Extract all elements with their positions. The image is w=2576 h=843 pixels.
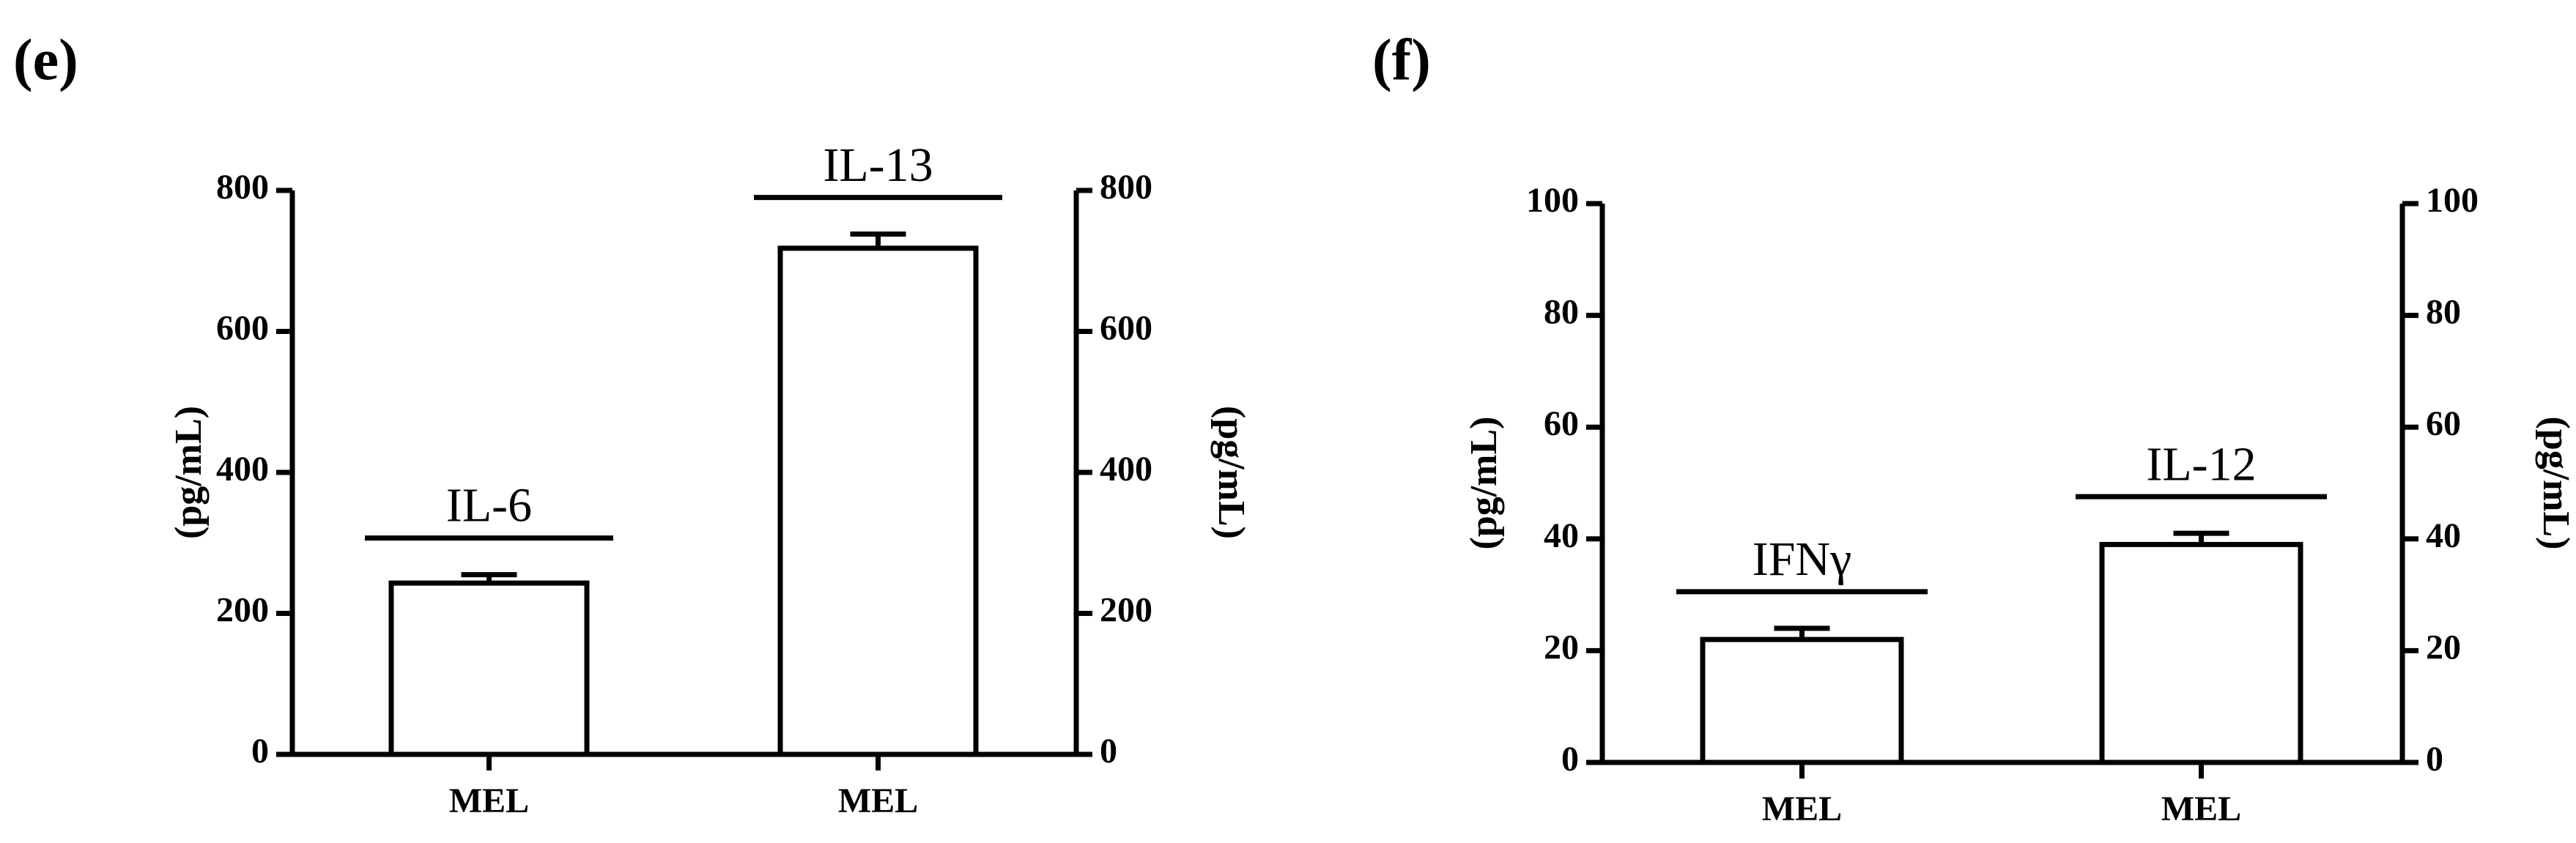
bar xyxy=(2099,541,2303,765)
y2-tick-label: 40 xyxy=(2426,516,2461,555)
y-tick-label: 40 xyxy=(1544,516,1579,555)
y-tick-label: 100 xyxy=(1526,181,1579,220)
y2-tick-label: 80 xyxy=(2426,293,2461,332)
y2-axis-label: (pg/mL) xyxy=(1210,406,1252,539)
bar xyxy=(388,580,590,757)
y2-tick-label: 100 xyxy=(2426,181,2479,220)
bar-label: IL-6 xyxy=(446,479,532,532)
y2-tick-label: 400 xyxy=(1100,450,1152,489)
y-axis-label: (pg/mL) xyxy=(168,406,210,539)
x-tick-label: MEL xyxy=(449,781,529,820)
y2-axis-label: (pg/mL) xyxy=(2535,417,2576,550)
panel-label: (f) xyxy=(1372,28,1431,92)
y-tick-label: 0 xyxy=(1561,740,1579,779)
y2-tick-label: 60 xyxy=(2426,404,2461,443)
y-tick-label: 20 xyxy=(1544,628,1579,666)
x-tick-label: MEL xyxy=(2161,790,2241,828)
y2-tick-label: 200 xyxy=(1100,591,1152,630)
y2-tick-label: 0 xyxy=(2426,740,2443,779)
y-tick-label: 60 xyxy=(1544,404,1579,443)
y-tick-label: 200 xyxy=(216,591,269,630)
panel-label: (e) xyxy=(13,28,78,92)
y-tick-label: 400 xyxy=(216,450,269,489)
y-tick-label: 600 xyxy=(216,309,269,348)
y2-tick-label: 0 xyxy=(1100,732,1117,770)
y2-tick-label: 20 xyxy=(2426,628,2461,666)
y-tick-label: 800 xyxy=(216,168,269,207)
y2-tick-label: 800 xyxy=(1100,168,1152,207)
y-axis-label: (pg/mL) xyxy=(1463,417,1505,550)
bar xyxy=(1700,636,1904,765)
y-tick-label: 0 xyxy=(251,732,269,770)
x-tick-label: MEL xyxy=(1762,790,1842,828)
x-tick-label: MEL xyxy=(838,781,918,820)
bar-label: IL-12 xyxy=(2146,437,2256,491)
y2-tick-label: 600 xyxy=(1100,309,1152,348)
y-tick-label: 80 xyxy=(1544,293,1579,332)
bar-label: IL-13 xyxy=(823,138,933,192)
bar xyxy=(777,245,979,757)
bar-label: IFNγ xyxy=(1753,532,1852,586)
